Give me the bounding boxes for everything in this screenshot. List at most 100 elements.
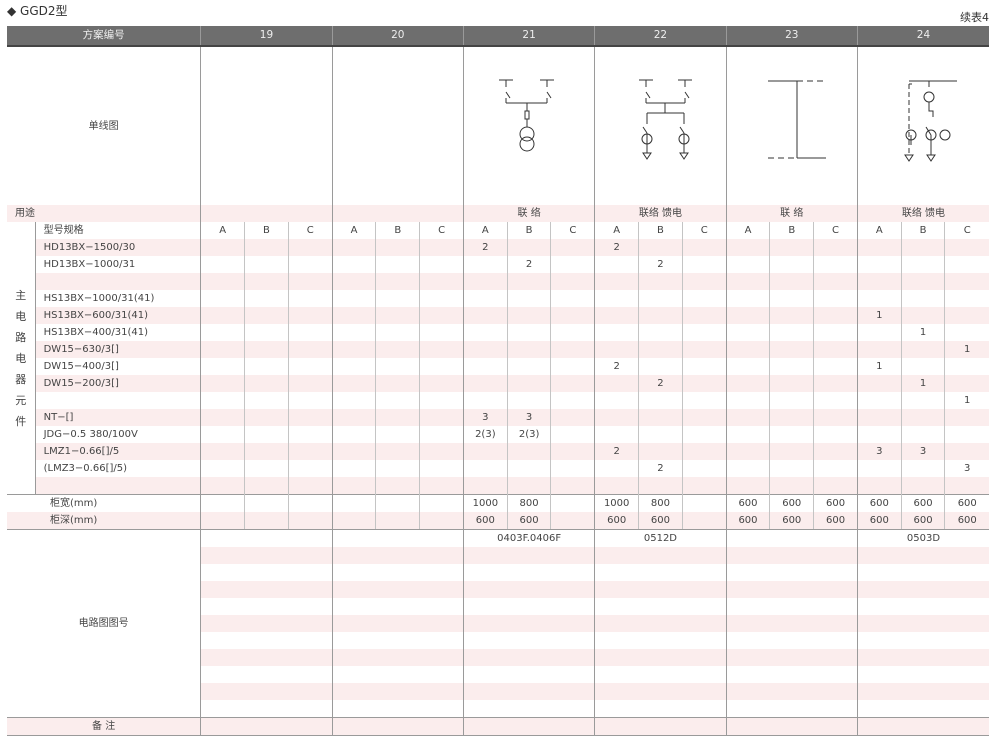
component-quantity xyxy=(550,290,595,307)
circuit-number xyxy=(856,547,989,564)
component-quantity xyxy=(638,426,683,443)
circuit-number xyxy=(331,547,464,564)
continuation-label: 续表4 xyxy=(960,11,989,24)
component-quantity xyxy=(856,341,902,358)
component-quantity xyxy=(900,392,945,409)
component-quantity xyxy=(244,341,289,358)
component-quantity xyxy=(725,460,770,477)
width-value: 600 xyxy=(813,494,858,512)
diagram-23 xyxy=(767,80,826,159)
circuit-number xyxy=(856,666,989,683)
circuit-number xyxy=(594,683,727,700)
depth-value xyxy=(681,512,727,530)
circuit-number xyxy=(594,598,727,615)
component-quantity xyxy=(462,290,508,307)
component-quantity xyxy=(287,341,333,358)
component-quantity xyxy=(856,290,902,307)
component-quantity xyxy=(725,409,770,426)
component-quantity xyxy=(900,460,945,477)
depth-value: 600 xyxy=(506,512,551,530)
depth-row: 柜深(mm) 600 600 600 600 600 600 600 600 600 600 xyxy=(7,512,989,530)
subcolumn-header: B xyxy=(769,222,814,239)
component-quantity xyxy=(813,409,858,426)
width-value: 1000 xyxy=(462,494,508,512)
component-quantity xyxy=(331,460,376,477)
component-quantity xyxy=(375,375,420,392)
component-quantity xyxy=(725,290,770,307)
circuit-number xyxy=(856,649,989,666)
depth-value xyxy=(331,512,376,530)
component-name: NT−[] xyxy=(35,409,201,426)
depth-value: 600 xyxy=(725,512,770,530)
component-quantity xyxy=(244,273,289,290)
component-quantity xyxy=(244,358,289,375)
component-quantity xyxy=(638,290,683,307)
circuit-number xyxy=(725,598,858,615)
component-quantity xyxy=(287,239,333,256)
circuit-row xyxy=(7,598,989,615)
component-quantity: 1 xyxy=(944,341,989,358)
component-quantity xyxy=(506,324,551,341)
component-quantity xyxy=(594,324,639,341)
component-quantity xyxy=(769,290,814,307)
component-quantity xyxy=(287,273,333,290)
component-quantity xyxy=(550,341,595,358)
component-quantity xyxy=(550,460,595,477)
component-quantity xyxy=(725,358,770,375)
component-quantity xyxy=(506,273,551,290)
component-quantity xyxy=(856,392,902,409)
component-quantity xyxy=(594,392,639,409)
circuit-number xyxy=(331,632,464,649)
component-quantity xyxy=(769,443,814,460)
component-name xyxy=(35,273,201,290)
subcolumn-header: B xyxy=(638,222,683,239)
spec-row: 主电路电器元件 型号规格 A B C A B C A B C A B C A B C A B C xyxy=(7,222,989,495)
component-quantity xyxy=(725,239,770,256)
component-quantity xyxy=(725,324,770,341)
component-quantity xyxy=(375,477,420,495)
component-quantity xyxy=(375,256,420,273)
component-quantity xyxy=(813,273,858,290)
spec-label: 型号规格 xyxy=(43,225,84,236)
diagram-row: 单线图 xyxy=(7,46,989,205)
circuit-number xyxy=(594,700,727,718)
component-quantity xyxy=(594,307,639,324)
component-quantity: 1 xyxy=(900,375,945,392)
remarks-value xyxy=(594,717,727,736)
component-quantity xyxy=(375,273,420,290)
width-value xyxy=(681,494,727,512)
component-quantity xyxy=(638,273,683,290)
subcolumn-header: A xyxy=(200,222,245,239)
component-quantity: 1 xyxy=(856,358,902,375)
remarks-value xyxy=(725,717,858,736)
component-quantity xyxy=(944,375,989,392)
circuit-number xyxy=(462,581,595,598)
circuit-number xyxy=(331,598,464,615)
component-quantity xyxy=(813,375,858,392)
component-quantity xyxy=(900,358,945,375)
circuit-number xyxy=(331,581,464,598)
subcolumn-header: A xyxy=(331,222,376,239)
subcolumn-header: B xyxy=(506,222,551,239)
component-row: HD13BX−1000/31 2 2 xyxy=(7,256,989,273)
width-value: 600 xyxy=(856,494,902,512)
component-quantity xyxy=(550,426,595,443)
component-quantity: 2 xyxy=(594,443,639,460)
component-quantity xyxy=(769,392,814,409)
remarks-value xyxy=(856,717,989,736)
component-name: HS13BX−600/31(41) xyxy=(35,307,201,324)
component-quantity xyxy=(287,460,333,477)
component-quantity xyxy=(419,341,464,358)
circuit-number xyxy=(856,581,989,598)
component-quantity xyxy=(725,307,770,324)
component-name: JDG−0.5 380/100V xyxy=(43,429,138,440)
component-row xyxy=(7,273,989,290)
single-line-diagram xyxy=(856,46,989,205)
component-quantity xyxy=(419,392,464,409)
width-row: 柜宽(mm) 1000 800 1000 800 600 600 600 600 600 600 xyxy=(7,494,989,512)
depth-value: 600 xyxy=(638,512,683,530)
component-name: DW15−630/3[] xyxy=(35,341,201,358)
component-quantity xyxy=(244,409,289,426)
component-quantity xyxy=(200,324,245,341)
depth-value: 600 xyxy=(856,512,902,530)
